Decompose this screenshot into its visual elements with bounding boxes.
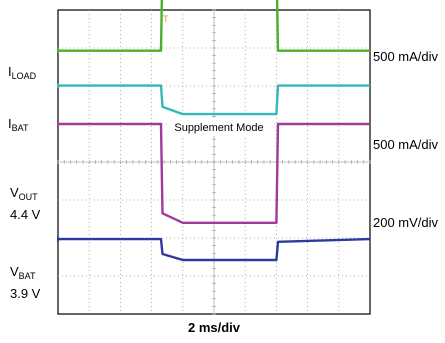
time-base-label: 2 ms/div xyxy=(188,320,241,335)
vout-label: VOUT xyxy=(10,185,38,202)
vout-value: 4.4 V xyxy=(10,207,41,222)
annotation-box xyxy=(167,118,271,136)
trace-ibat xyxy=(58,84,370,116)
annotation-text: Supplement Mode xyxy=(174,122,263,134)
ibat-scale: 500 mA/div xyxy=(373,137,439,152)
traces xyxy=(57,0,371,262)
iload-scale: 500 mA/div xyxy=(373,49,439,64)
trace-vbat xyxy=(58,237,371,262)
ibat-label: IBAT xyxy=(8,116,29,133)
vbat-label: VBAT xyxy=(10,264,36,281)
trace-iload xyxy=(58,0,370,52)
channel-marker-vbat xyxy=(57,236,61,243)
channel-marker-ibat xyxy=(57,82,61,89)
vbat-value: 3.9 V xyxy=(10,286,41,301)
trace-vout xyxy=(58,122,370,225)
channel-marker-iload xyxy=(57,47,61,54)
channel-marker-vout xyxy=(57,121,61,127)
iload-label: ILOAD xyxy=(8,64,37,81)
trigger-marker: T xyxy=(163,14,169,24)
vout-scale: 200 mV/div xyxy=(373,215,439,230)
